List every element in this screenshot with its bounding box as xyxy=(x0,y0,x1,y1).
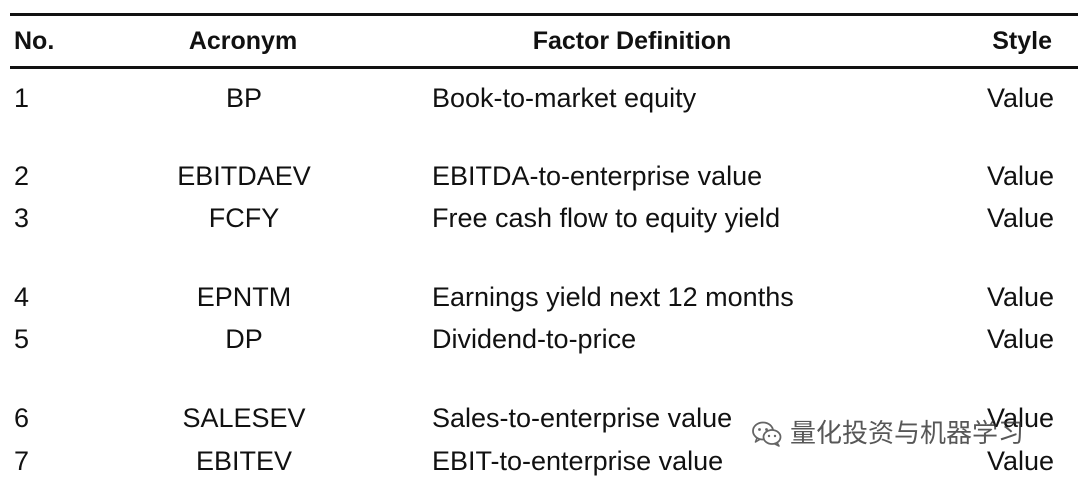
row-7-definition: EBIT-to-enterprise value xyxy=(432,446,724,476)
row-1-definition: Book-to-market equity xyxy=(432,83,697,113)
header-factor-definition: Factor Definition xyxy=(532,27,732,55)
row-6-acronym: SALESEV xyxy=(182,403,306,433)
header-acronym: Acronym xyxy=(188,27,298,55)
row-4-acronym: EPNTM xyxy=(196,282,292,312)
row-3-definition: Free cash flow to equity yield xyxy=(432,203,781,233)
top-rule xyxy=(10,13,1078,16)
row-4-style: Value xyxy=(986,282,1054,312)
row-2-definition: EBITDA-to-enterprise value xyxy=(432,161,763,191)
row-5-acronym: DP xyxy=(225,324,263,354)
wechat-icon xyxy=(752,421,782,447)
header-style: Style xyxy=(992,27,1052,55)
row-5-definition: Dividend-to-price xyxy=(432,324,637,354)
row-3-style: Value xyxy=(986,203,1054,233)
row-5-no: 5 xyxy=(14,324,30,354)
row-4-no: 4 xyxy=(14,282,30,312)
row-3-no: 3 xyxy=(14,203,30,233)
watermark: 量化投资与机器学习 xyxy=(752,414,1024,454)
row-6-no: 6 xyxy=(14,403,30,433)
row-5-style: Value xyxy=(986,324,1054,354)
row-7-acronym: EBITEV xyxy=(195,446,293,476)
row-6-definition: Sales-to-enterprise value xyxy=(432,403,733,433)
row-2-style: Value xyxy=(986,161,1054,191)
row-7-no: 7 xyxy=(14,446,30,476)
row-4-definition: Earnings yield next 12 months xyxy=(432,282,794,312)
row-7-style: Value xyxy=(986,446,1054,476)
watermark-text: 量化投资与机器学习 xyxy=(790,419,1025,449)
row-2-acronym: EBITDAEV xyxy=(177,161,311,191)
row-1-no: 1 xyxy=(14,83,30,113)
row-1-acronym: BP xyxy=(225,83,263,113)
header-no: No. xyxy=(14,27,55,55)
row-6-style: Value xyxy=(986,403,1054,433)
header-rule xyxy=(10,66,1078,69)
row-2-no: 2 xyxy=(14,161,30,191)
row-1-style: Value xyxy=(986,83,1054,113)
row-3-acronym: FCFY xyxy=(208,203,280,233)
